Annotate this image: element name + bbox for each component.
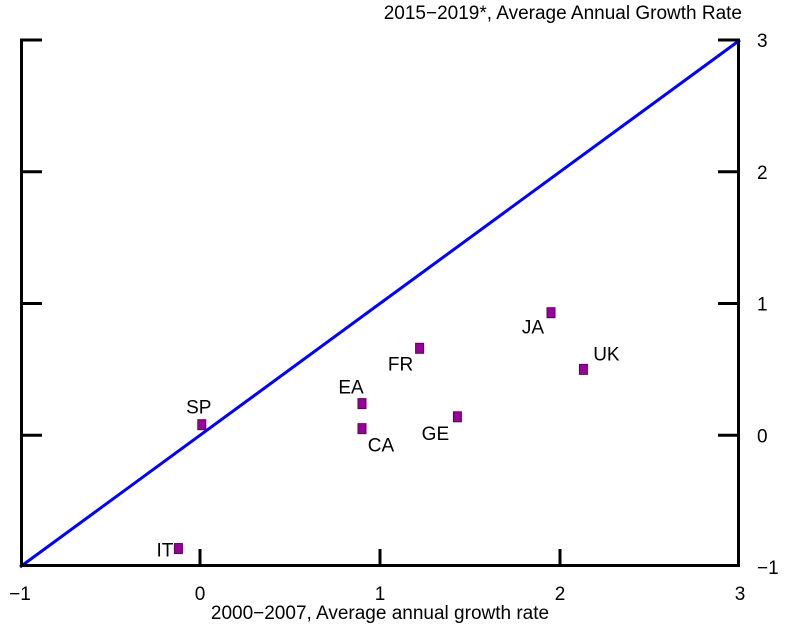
data-point-label-CA: CA	[368, 436, 395, 457]
data-point-label-EA: EA	[338, 378, 364, 399]
data-point-CA	[357, 423, 367, 435]
y-tick-label: −1	[757, 558, 779, 579]
y-tick-label: 3	[757, 31, 768, 52]
y-tick-label: 1	[757, 295, 768, 316]
data-point-label-GE: GE	[422, 424, 449, 445]
x-tick-label: 2	[555, 584, 566, 605]
x-tick-label: −1	[9, 584, 31, 605]
x-tick-label: 1	[375, 584, 386, 605]
data-point-GE	[452, 411, 462, 423]
data-point-label-UK: UK	[593, 344, 620, 365]
data-point-label-JA: JA	[522, 318, 545, 339]
data-point-SP	[197, 419, 207, 431]
x-tick-label: 3	[735, 584, 746, 605]
y-tick-label: 2	[757, 163, 768, 184]
chart-title: 2015−2019*, Average Annual Growth Rate	[383, 3, 742, 24]
x-tick-label: 0	[195, 584, 206, 605]
data-point-FR	[415, 342, 425, 354]
data-point-label-SP: SP	[186, 398, 211, 419]
identity-line	[19, 38, 741, 569]
data-point-label-FR: FR	[388, 354, 413, 375]
data-point-JA	[546, 307, 556, 319]
data-point-EA	[357, 398, 367, 410]
data-point-IT	[173, 543, 183, 555]
x-axis-title: 2000−2007, Average annual growth rate	[210, 603, 550, 624]
data-point-label-IT: IT	[157, 541, 174, 562]
data-point-UK	[578, 363, 588, 375]
y-tick-label: 0	[757, 426, 768, 447]
